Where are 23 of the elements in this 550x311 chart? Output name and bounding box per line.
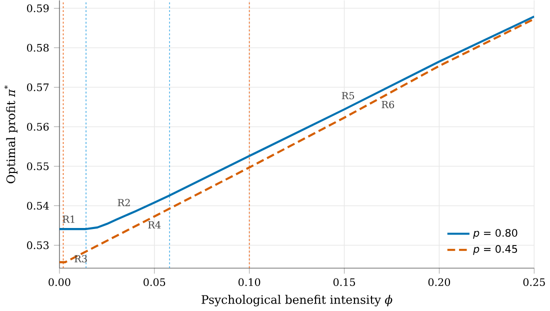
y-tick-label: 0.57 bbox=[27, 83, 49, 92]
x-tick-label: 0.15 bbox=[333, 278, 355, 286]
y-tick-label: 0.59 bbox=[27, 4, 49, 12]
legend-label: p = 0.45 bbox=[473, 245, 518, 256]
x-tick-label: 0.10 bbox=[238, 278, 260, 286]
y-axis-title: Optimal profit π$^{*}$ bbox=[4, 86, 18, 184]
x-tick-label: 0.05 bbox=[144, 278, 166, 286]
x-tick-label: 0.20 bbox=[428, 278, 450, 286]
annotation: R4 bbox=[148, 221, 161, 229]
y-tick-label: 0.53 bbox=[27, 241, 49, 250]
annotation: R3 bbox=[74, 255, 87, 263]
annotation: R6 bbox=[382, 101, 394, 108]
annotation: R2 bbox=[118, 199, 130, 206]
annotation: R5 bbox=[342, 92, 354, 100]
y-tick-label: 0.55 bbox=[27, 162, 49, 170]
y-tick-label: 0.54 bbox=[27, 202, 49, 210]
x-tick-label: 0.00 bbox=[48, 278, 70, 286]
y-tick-label: 0.58 bbox=[27, 44, 49, 52]
annotation: R1 bbox=[62, 216, 74, 223]
x-axis-title: Psychological benefit intensity ϕ bbox=[202, 295, 392, 307]
y-tick-label: 0.56 bbox=[27, 122, 49, 131]
x-tick-label: 0.25 bbox=[523, 278, 545, 286]
legend-label: p = 0.80 bbox=[473, 229, 518, 239]
